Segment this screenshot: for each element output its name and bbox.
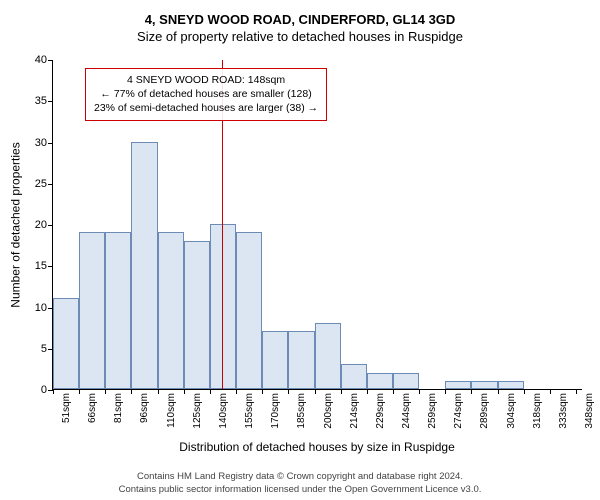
x-axis-label: Distribution of detached houses by size … xyxy=(52,440,582,454)
histogram-bar xyxy=(288,331,314,389)
x-tick-label: 348sqm xyxy=(584,393,595,443)
x-tick-label: 170sqm xyxy=(270,393,281,443)
info-line-1: 4 SNEYD WOOD ROAD: 148sqm xyxy=(94,73,318,87)
x-tick-label: 244sqm xyxy=(401,393,412,443)
chart-title-sub: Size of property relative to detached ho… xyxy=(0,27,600,44)
y-tick-label: 35 xyxy=(35,95,53,107)
x-tick-mark xyxy=(158,389,159,394)
x-tick-label: 274sqm xyxy=(453,393,464,443)
y-tick-label: 0 xyxy=(41,384,53,396)
histogram-bar xyxy=(79,232,105,389)
x-tick-mark xyxy=(498,389,499,394)
y-tick-label: 5 xyxy=(41,343,53,355)
y-tick-label: 20 xyxy=(35,219,53,231)
y-tick-label: 15 xyxy=(35,260,53,272)
x-tick-label: 81sqm xyxy=(113,393,124,443)
x-tick-mark xyxy=(550,389,551,394)
x-tick-label: 125sqm xyxy=(192,393,203,443)
footer-line-2: Contains public sector information licen… xyxy=(119,484,482,495)
info-line-3: 23% of semi-detached houses are larger (… xyxy=(94,101,318,115)
x-tick-mark xyxy=(367,389,368,394)
footer-line-1: Contains HM Land Registry data © Crown c… xyxy=(137,471,463,482)
histogram-bar xyxy=(341,364,367,389)
x-tick-mark xyxy=(315,389,316,394)
histogram-bar xyxy=(471,381,497,389)
y-tick-label: 30 xyxy=(35,137,53,149)
x-tick-label: 140sqm xyxy=(218,393,229,443)
x-tick-mark xyxy=(105,389,106,394)
x-tick-label: 304sqm xyxy=(506,393,517,443)
x-tick-label: 185sqm xyxy=(296,393,307,443)
histogram-bar xyxy=(315,323,341,389)
x-tick-mark xyxy=(445,389,446,394)
histogram-bar xyxy=(445,381,471,389)
x-tick-mark xyxy=(262,389,263,394)
x-tick-label: 96sqm xyxy=(139,393,150,443)
x-tick-mark xyxy=(524,389,525,394)
x-tick-mark xyxy=(393,389,394,394)
x-tick-mark xyxy=(210,389,211,394)
y-tick-label: 10 xyxy=(35,302,53,314)
histogram-bar xyxy=(131,142,157,390)
x-tick-mark xyxy=(53,389,54,394)
histogram-bar xyxy=(262,331,288,389)
histogram-bar xyxy=(236,232,262,389)
x-tick-mark xyxy=(471,389,472,394)
x-tick-label: 51sqm xyxy=(61,393,72,443)
histogram-bar xyxy=(105,232,131,389)
x-tick-label: 259sqm xyxy=(427,393,438,443)
x-tick-label: 200sqm xyxy=(323,393,334,443)
x-tick-label: 110sqm xyxy=(166,393,177,443)
x-tick-mark xyxy=(341,389,342,394)
reference-info-box: 4 SNEYD WOOD ROAD: 148sqm← 77% of detach… xyxy=(85,68,327,121)
x-tick-mark xyxy=(79,389,80,394)
x-tick-mark xyxy=(184,389,185,394)
footer-attribution: Contains HM Land Registry data © Crown c… xyxy=(12,471,588,496)
x-tick-label: 229sqm xyxy=(375,393,386,443)
x-tick-mark xyxy=(288,389,289,394)
histogram-bar xyxy=(498,381,524,389)
y-tick-label: 25 xyxy=(35,178,53,190)
x-tick-label: 333sqm xyxy=(558,393,569,443)
y-axis-label: Number of detached properties xyxy=(8,60,24,390)
histogram-plot-area: 051015202530354051sqm66sqm81sqm96sqm110s… xyxy=(52,60,582,390)
chart-title-main: 4, SNEYD WOOD ROAD, CINDERFORD, GL14 3GD xyxy=(0,0,600,27)
histogram-bar xyxy=(158,232,184,389)
x-tick-label: 66sqm xyxy=(87,393,98,443)
x-tick-mark xyxy=(131,389,132,394)
x-tick-mark xyxy=(419,389,420,394)
histogram-bar xyxy=(393,373,419,390)
x-tick-label: 289sqm xyxy=(479,393,490,443)
info-line-2: ← 77% of detached houses are smaller (12… xyxy=(94,87,318,101)
histogram-bar xyxy=(367,373,393,390)
x-tick-label: 214sqm xyxy=(349,393,360,443)
y-tick-label: 40 xyxy=(35,54,53,66)
x-tick-label: 155sqm xyxy=(244,393,255,443)
x-tick-label: 318sqm xyxy=(532,393,543,443)
histogram-bar xyxy=(53,298,79,389)
x-tick-mark xyxy=(236,389,237,394)
x-tick-mark xyxy=(576,389,577,394)
histogram-bar xyxy=(184,241,210,390)
